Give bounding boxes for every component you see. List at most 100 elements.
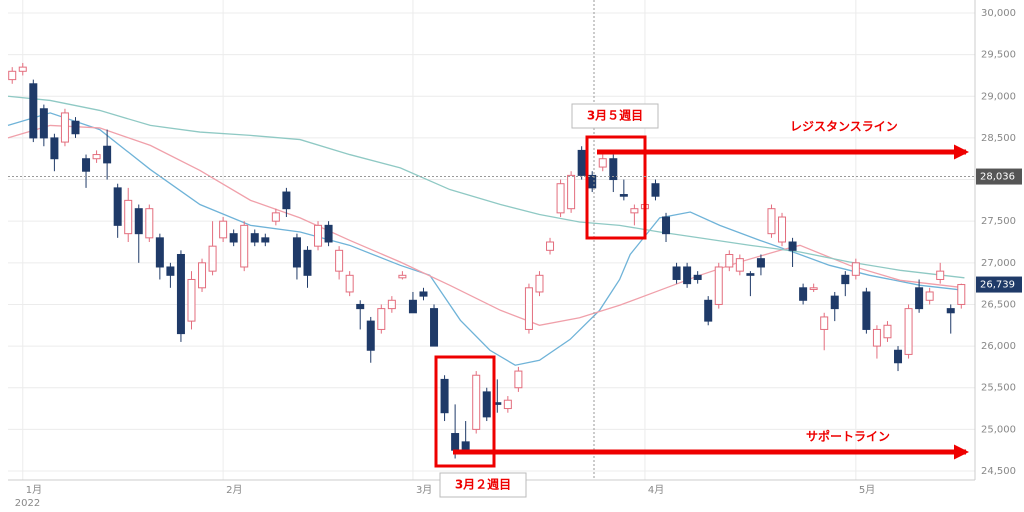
candle-body [609, 158, 618, 181]
x-tick-label: 4月 [648, 484, 664, 496]
candle-body [29, 83, 38, 139]
candle-body [8, 70, 17, 81]
candle-body [957, 284, 966, 305]
annotation: レジスタンスライン [790, 120, 898, 134]
candle-body [851, 262, 860, 276]
candle-body [588, 174, 597, 189]
candle-body [430, 308, 439, 347]
candle-body [345, 274, 354, 293]
candle-body [187, 278, 196, 322]
candle-body [324, 224, 333, 243]
candle-body [113, 187, 122, 226]
x-tick-label: 1月 [26, 484, 42, 496]
candle-body [356, 303, 365, 310]
candle-body [124, 199, 133, 235]
candle-body [166, 266, 175, 276]
candle-body [841, 274, 850, 285]
candle-body [377, 308, 386, 330]
candle-body [50, 137, 59, 160]
y-tick-label: 25,000 [981, 424, 1016, 435]
x-tick-label: 5月 [859, 484, 875, 496]
y-tick-label: 25,500 [981, 383, 1016, 394]
price-tag [976, 276, 1022, 293]
candle-body [535, 274, 544, 293]
y-tick-label: 26,500 [981, 299, 1016, 310]
candle-body [18, 66, 27, 72]
candle-body [451, 433, 460, 451]
year-label: 2022 [15, 498, 40, 509]
candle-body [261, 237, 270, 243]
candle-body [408, 299, 417, 314]
candle-body [883, 324, 892, 339]
price-tag [976, 168, 1022, 185]
candle-body [946, 308, 955, 314]
moving-average [7, 95, 965, 279]
candle-body [725, 253, 734, 268]
candle-body [240, 224, 249, 268]
candle-body [440, 378, 449, 414]
candle-body [82, 158, 91, 172]
candle-body [915, 287, 924, 310]
candle-body [546, 241, 555, 251]
candle-body [693, 274, 702, 280]
y-tick-label: 30,000 [981, 8, 1016, 19]
candle-body [398, 274, 407, 279]
candle-body [176, 253, 185, 335]
candle-body [936, 270, 945, 280]
candle-body [514, 370, 523, 389]
candle-body [567, 174, 576, 210]
candle-body [103, 145, 112, 164]
candle-body [60, 112, 69, 143]
candle-body [503, 399, 512, 410]
annotation: 3月２週目 [455, 477, 511, 492]
y-tick-label: 27,000 [981, 258, 1016, 269]
candle-body [799, 287, 808, 301]
y-tick-label: 27,500 [981, 216, 1016, 227]
candle-body [271, 212, 280, 222]
candle-body [630, 208, 639, 214]
price-tag-label: 28,036 [980, 172, 1015, 183]
candle-body [472, 374, 481, 430]
candle-body [714, 266, 723, 305]
y-tick-label: 29,500 [981, 50, 1016, 61]
y-tick-label: 29,000 [981, 91, 1016, 102]
candle-body [735, 258, 744, 272]
candle-body [92, 154, 101, 160]
candle-body [145, 208, 154, 239]
candle-body [704, 299, 713, 322]
candle-body [134, 208, 143, 235]
candle-body [71, 120, 80, 135]
candle-body [756, 258, 765, 268]
candle-body [672, 266, 681, 280]
candle-body [39, 108, 48, 139]
candle-body [419, 291, 428, 297]
highlight-box [434, 355, 496, 468]
candle-body [198, 262, 207, 289]
label-box [571, 103, 659, 129]
candle-body [314, 224, 323, 247]
candle-body [746, 273, 755, 276]
y-tick-label: 26,000 [981, 341, 1016, 352]
label-box [439, 472, 527, 498]
candle-body [862, 291, 871, 330]
candle-body [904, 308, 913, 355]
candle-body [387, 299, 396, 310]
candle-body [778, 216, 787, 243]
candle-body [219, 220, 228, 239]
candle-body [155, 237, 164, 268]
candle-body [461, 441, 470, 451]
highlight-box [585, 135, 647, 240]
x-tick-label: 2月 [226, 484, 242, 496]
candle-body [651, 183, 660, 197]
candle-body [767, 208, 776, 235]
candle-body [872, 328, 881, 347]
candle-body [524, 287, 533, 330]
candle-body [250, 233, 259, 243]
y-tick-label: 24,500 [981, 466, 1016, 477]
annotation: サポートライン [806, 429, 890, 444]
candle-body [662, 216, 671, 235]
candle-body [366, 320, 375, 351]
candle-body [556, 183, 565, 214]
